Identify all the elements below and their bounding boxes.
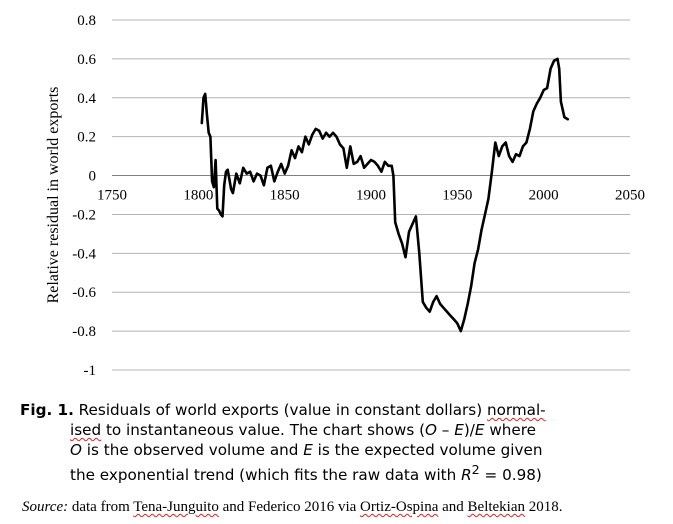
- caption-spellcheck-word: ised: [70, 421, 102, 439]
- caption-line-1: Fig. 1. Residuals of world exports (valu…: [20, 400, 665, 420]
- caption-variable-o: O: [70, 441, 82, 459]
- y-tick-label: -0.2: [72, 207, 96, 223]
- caption-text: is the observed volume and: [81, 441, 304, 459]
- y-tick-labels: 0.8 0.6 0.4 0.2 0 -0.2 -0.4 -0.6 -0.8 -1: [72, 13, 96, 379]
- source-author: Tena-Junguito: [133, 499, 219, 515]
- x-tick-label: 1800: [183, 188, 213, 204]
- caption-text: )/: [463, 421, 475, 439]
- gridlines: [112, 19, 630, 371]
- caption-variable-r: R: [461, 466, 472, 485]
- x-tick-label: 1950: [442, 188, 472, 204]
- residuals-line-chart: 0.8 0.6 0.4 0.2 0 -0.2 -0.4 -0.6 -0.8 -1 1750 1800…: [45, 13, 645, 379]
- caption-text: the exponential trend (which fits the ra…: [70, 466, 462, 485]
- caption-line-2: ised to instantaneous value. The chart s…: [20, 420, 665, 440]
- figure-caption: Fig. 1. Residuals of world exports (valu…: [20, 400, 665, 485]
- y-tick-label: -0.8: [72, 324, 96, 340]
- y-tick-label: -0.4: [72, 246, 96, 262]
- source-author: Ortiz-Ospina: [360, 499, 439, 515]
- residual-series-line: [200, 57, 570, 333]
- y-axis-label: Relative residual in world exports: [45, 87, 62, 304]
- source-label: Source:: [22, 499, 69, 515]
- x-tick-label: 2050: [615, 188, 645, 204]
- y-tick-label: -1: [84, 363, 97, 379]
- x-tick-label: 2000: [529, 188, 559, 204]
- y-tick-label: -0.6: [72, 285, 96, 301]
- source-author: Beltekian: [467, 499, 526, 515]
- caption-variable-e: E: [303, 441, 313, 459]
- caption-label: Fig. 1.: [20, 401, 74, 419]
- caption-text: = 0.98): [479, 466, 542, 485]
- x-tick-label: 1750: [97, 188, 127, 204]
- x-tick-label: 1900: [356, 188, 386, 204]
- y-tick-label: 0.6: [77, 52, 96, 68]
- caption-superscript: 2: [471, 462, 480, 477]
- caption-line-3: O is the observed volume and E is the ex…: [20, 440, 665, 460]
- caption-text: Residuals of world exports (value in con…: [73, 401, 487, 419]
- caption-line-4: the exponential trend (which fits the ra…: [20, 460, 665, 485]
- source-note: Source: data from Tena-Junguito and Fede…: [22, 499, 672, 516]
- caption-text: is the expected volume given: [312, 441, 543, 459]
- y-tick-label: 0.8: [77, 13, 96, 29]
- y-tick-label: 0: [89, 169, 97, 185]
- y-tick-label: 0.4: [77, 91, 96, 107]
- source-text: and Federico 2016 via: [218, 499, 361, 515]
- source-text: and: [438, 499, 468, 515]
- caption-variable-e: E: [454, 421, 464, 439]
- caption-text: –: [436, 421, 455, 439]
- y-tick-label: 0.2: [77, 130, 96, 146]
- source-text: data from: [68, 499, 134, 515]
- caption-variable-e: E: [474, 421, 485, 439]
- caption-text: to instantaneous value. The chart shows …: [101, 421, 426, 439]
- x-tick-label: 1850: [270, 188, 300, 204]
- source-text: 2018.: [525, 499, 563, 515]
- x-tick-labels: 1750 1800 1850 1900 1950 2000 2050: [97, 188, 645, 204]
- caption-spellcheck-word: normal-: [486, 401, 546, 419]
- caption-variable-o: O: [425, 421, 437, 439]
- caption-text: where: [484, 421, 536, 439]
